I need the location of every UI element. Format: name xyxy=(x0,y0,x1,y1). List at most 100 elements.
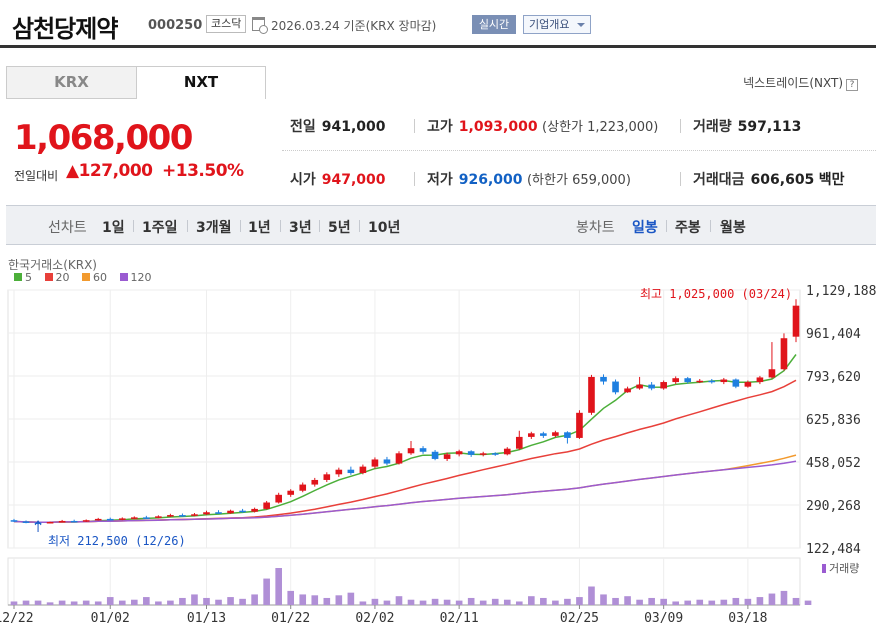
volume-bar xyxy=(203,597,210,605)
volume-bar xyxy=(744,598,752,605)
realtime-button[interactable]: 실시간 xyxy=(472,15,516,34)
candle-body xyxy=(660,382,667,389)
period-3y[interactable]: 3년 xyxy=(289,220,312,236)
candle-body xyxy=(311,479,319,485)
ma-label: 20 xyxy=(55,271,70,284)
period-1y[interactable]: 1년 xyxy=(248,220,271,236)
period-5y[interactable]: 5년 xyxy=(328,220,351,236)
volume-bar xyxy=(118,600,126,605)
candle-body xyxy=(684,378,692,383)
volume-bar xyxy=(660,598,667,605)
candle-body xyxy=(94,518,102,521)
candle-weekly[interactable]: 주봉 xyxy=(675,220,701,236)
swatch xyxy=(44,273,53,281)
x-tick-label: 01/22 xyxy=(271,611,310,626)
ma-legend-item: 5 xyxy=(14,271,32,284)
line-chart-label: 선차트 xyxy=(48,220,87,236)
period-10y[interactable]: 10년 xyxy=(368,220,401,236)
candle-body xyxy=(22,521,30,523)
candle-body xyxy=(130,517,138,519)
calendar-icon xyxy=(252,17,268,34)
chart-grid xyxy=(7,289,801,606)
divider xyxy=(280,220,281,232)
candle-body xyxy=(696,380,704,383)
stat-label: 고가 xyxy=(427,119,453,135)
high-arrow-head xyxy=(792,308,800,314)
tab-nxt[interactable]: NXT xyxy=(136,66,266,99)
candle-body xyxy=(215,512,222,514)
volume-bar xyxy=(600,594,607,605)
volume-bar xyxy=(287,590,295,605)
ma-legend: 5 20 60 120 xyxy=(14,271,161,284)
candle-daily[interactable]: 일봉 xyxy=(632,220,658,236)
exchange-label: 한국거래소(KRX) xyxy=(8,258,97,272)
divider xyxy=(680,119,681,133)
period-3m[interactable]: 3개월 xyxy=(196,220,232,236)
candle-body xyxy=(70,520,78,523)
change-label: 전일대비 xyxy=(14,169,59,183)
volume-bar xyxy=(503,599,511,605)
period-1w[interactable]: 1주일 xyxy=(142,220,178,236)
volume-bar xyxy=(143,597,150,605)
candle-body xyxy=(624,388,631,393)
candle-body xyxy=(203,512,210,515)
stat-value: 926,000 xyxy=(458,172,523,188)
volume-bar xyxy=(82,600,90,605)
y-tick-label: 961,404 xyxy=(806,327,861,342)
divider xyxy=(414,119,415,133)
candle-body xyxy=(58,520,66,523)
volume-bar xyxy=(227,597,234,605)
volume-bar xyxy=(720,599,728,605)
candle-body xyxy=(419,448,427,452)
candle-chart-label: 봉차트 xyxy=(576,220,615,236)
volume-bar xyxy=(792,597,800,605)
x-tick-label: 03/09 xyxy=(644,611,683,626)
y-tick-label: 122,484 xyxy=(806,542,861,557)
ma-legend-item: 60 xyxy=(82,271,107,284)
volume-bar xyxy=(179,597,186,605)
period-1d[interactable]: 1일 xyxy=(102,220,125,236)
nextrade-link[interactable]: 넥스트레이드(NXT)? xyxy=(743,74,858,91)
stat-value: 597,113 xyxy=(737,119,802,135)
candle-body xyxy=(648,384,655,389)
candle-body xyxy=(792,305,800,337)
candle-body xyxy=(10,520,18,522)
candle-body xyxy=(768,369,776,378)
volume-bar xyxy=(263,578,270,605)
volume-bar xyxy=(94,601,102,605)
candle-body xyxy=(167,515,174,517)
volume-bar xyxy=(70,601,78,605)
divider xyxy=(187,220,188,232)
stat-open: 시가 947,000 xyxy=(290,169,386,189)
x-tick-label: 02/25 xyxy=(560,611,599,626)
ma-line-20 xyxy=(13,379,797,524)
candle-body xyxy=(299,484,307,491)
tab-krx[interactable]: KRX xyxy=(6,66,137,99)
volume-bar xyxy=(299,594,307,605)
ma-legend-item: 20 xyxy=(44,271,70,284)
ma-label: 5 xyxy=(25,271,32,284)
volume-bar xyxy=(515,601,523,605)
caret-down-icon xyxy=(577,23,585,27)
candle-body xyxy=(756,377,764,383)
market-badge: 코스닥 xyxy=(206,15,247,33)
low-annotation: 최저 212,500 (12/26) xyxy=(48,534,186,548)
candle-body xyxy=(106,518,114,521)
period-toolbar: 선차트 1일 1주일 3개월 1년 3년 5년 10년 봉차트 일봉 주봉 월봉 xyxy=(6,205,876,245)
volume-bar xyxy=(106,597,114,605)
ma-line-120 xyxy=(13,460,797,523)
candle-body xyxy=(780,338,788,370)
volume-bar xyxy=(130,599,138,605)
stat-label: 거래량 xyxy=(693,119,732,135)
volume-bar xyxy=(552,600,559,605)
volume-bar xyxy=(576,597,583,605)
volume-bar xyxy=(768,593,776,605)
company-overview-dropdown[interactable]: 기업개요 xyxy=(523,15,591,34)
candle-body xyxy=(239,510,246,513)
base-date: 2026.03.24 기준(KRX 장마감) xyxy=(271,19,437,33)
candle-body xyxy=(491,453,499,455)
candle-body xyxy=(503,448,511,455)
candle-monthly[interactable]: 월봉 xyxy=(720,220,746,236)
x-tick-label: 02/02 xyxy=(355,611,394,626)
help-icon[interactable]: ? xyxy=(846,79,858,91)
